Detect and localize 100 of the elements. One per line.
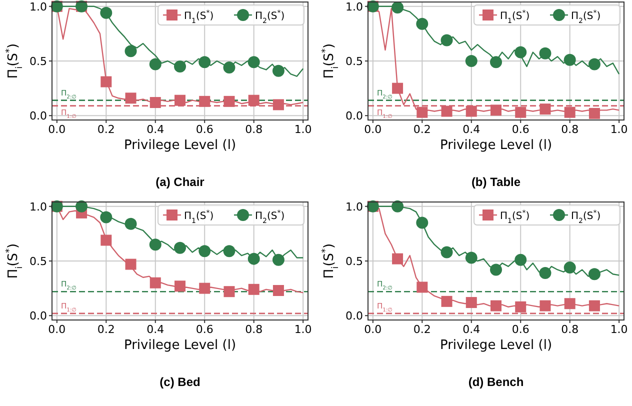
y-tick-label: 0.0 [30,110,47,123]
point [466,106,477,117]
point [150,277,161,288]
point [588,58,600,70]
text: (a) Chair [156,175,205,189]
point [440,246,453,258]
point [441,296,452,307]
y-tick-label: 0.5 [346,55,363,68]
legend-label: Π$_{1}$(S$^{*}$) [500,209,530,225]
x-tick-label: 0.0 [364,323,382,336]
x-tick-label: 1.0 [294,123,312,136]
point [465,252,478,264]
y-tick-label: 1.0 [346,0,363,14]
point [248,252,260,265]
point [466,297,477,308]
x-tick-label: 0.8 [561,323,579,336]
x-tick-label: 0.6 [512,123,530,136]
point [149,238,162,251]
point [125,258,136,270]
point [223,245,236,258]
x-axis-title: Privilege Level (l) [124,338,236,353]
point [174,242,186,254]
point [564,54,576,66]
x-tick-label: 0.0 [48,323,66,336]
point [224,286,235,298]
point [490,56,502,68]
y-tick-label: 0.5 [30,55,47,68]
x-tick-label: 0.2 [97,323,115,336]
point [100,6,112,19]
legend-label: Π$_{1}$(S$^{*}$) [184,209,214,225]
text: (d) Bench [468,375,524,389]
point [490,264,502,276]
x-tick-label: 1.0 [610,123,628,136]
point [588,108,600,119]
point [248,94,260,106]
x-tick-label: 0.8 [245,123,263,136]
legend-label: Π$_{2}$(S$^{*}$) [571,9,601,25]
legend-label: Π$_{1}$(S$^{*}$) [500,9,530,25]
point [540,104,551,115]
x-axis-title: Privilege Level (l) [440,338,552,353]
point [223,62,236,74]
x-tick-label: 0.4 [462,323,480,336]
point [564,262,576,274]
text: (b) Table [471,175,521,189]
point [514,254,527,266]
point [248,56,260,68]
x-tick-label: 1.0 [610,323,628,336]
point [392,1,404,14]
point [124,45,137,58]
point [416,282,428,293]
legend-label: Π$_{1}$(S$^{*}$) [184,9,214,25]
x-tick-label: 0.2 [413,323,431,336]
x-axis-title: Privilege Level (l) [440,138,552,153]
point [150,97,161,108]
point [465,55,478,67]
point [540,300,551,312]
x-tick-label: 0.8 [561,123,579,136]
point [224,96,235,107]
point [490,104,502,116]
x-tick-label: 0.8 [245,323,263,336]
point [198,56,211,68]
point [174,60,186,72]
y-tick-label: 1.0 [30,200,47,214]
point [100,234,112,246]
x-axis-title: Privilege Level (l) [124,138,236,153]
point [198,245,211,258]
point [272,285,284,296]
x-tick-label: 0.6 [196,123,214,136]
x-tick-label: 0.0 [48,123,66,136]
text: (c) Bed [160,375,200,389]
point [564,298,576,310]
x-tick-label: 0.0 [364,123,382,136]
point [392,82,404,94]
point [124,218,137,230]
point [100,76,112,88]
point [174,280,186,292]
point [125,92,136,104]
point [392,200,404,212]
x-tick-label: 0.4 [146,123,164,136]
point [174,94,186,106]
legend-label: Π$_{2}$(S$^{*}$) [255,209,285,225]
y-tick-label: 1.0 [346,200,363,214]
y-tick-label: 0.5 [30,255,47,268]
x-tick-label: 0.2 [97,123,115,136]
point [588,268,600,280]
point [272,99,284,110]
x-tick-label: 0.6 [512,323,530,336]
point [392,253,404,264]
x-tick-label: 0.2 [413,123,431,136]
x-tick-label: 1.0 [294,323,312,336]
point [564,106,576,118]
point [76,200,88,212]
x-tick-label: 0.4 [462,123,480,136]
legend-label: Π$_{2}$(S$^{*}$) [571,209,601,225]
point [539,47,552,60]
y-tick-label: 0.0 [30,310,47,323]
x-tick-label: 0.6 [196,323,214,336]
y-tick-label: 0.0 [346,310,363,323]
x-tick-label: 0.4 [146,323,164,336]
point [588,300,600,312]
